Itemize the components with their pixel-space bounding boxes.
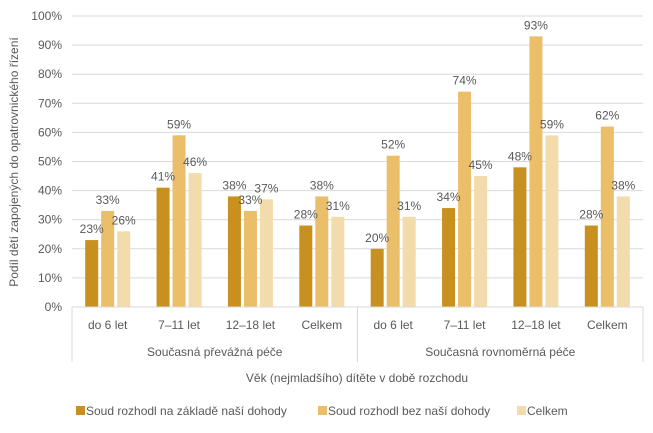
bar <box>315 196 329 307</box>
data-label: 38% <box>611 178 635 192</box>
y-tick-label: 20% <box>38 242 62 256</box>
bar <box>259 199 273 307</box>
bar <box>172 135 186 307</box>
legend-swatch <box>318 406 327 415</box>
legend: Soud rozhodl na základě naší dohody Soud … <box>76 404 568 418</box>
data-label: 20% <box>365 231 389 245</box>
x-tick-label: 12–18 let <box>226 318 276 332</box>
bar <box>117 231 131 307</box>
bar <box>529 36 543 308</box>
y-axis-title: Podíl dětí zapojených do opatrovnického … <box>7 37 21 287</box>
bar <box>156 187 170 307</box>
legend-swatch <box>76 406 85 415</box>
data-label: 28% <box>579 208 603 222</box>
data-label: 45% <box>469 158 493 172</box>
y-tick-label: 40% <box>38 184 62 198</box>
bar <box>370 248 384 307</box>
bar <box>227 196 241 307</box>
bar <box>402 216 416 307</box>
bar <box>584 225 598 307</box>
bar <box>545 135 559 307</box>
legend-label: Celkem <box>527 404 568 418</box>
legend-label: Soud rozhodl na základě naší dohody <box>86 404 287 418</box>
data-label: 34% <box>437 190 461 204</box>
bar <box>442 208 456 307</box>
data-label: 37% <box>254 181 278 195</box>
bar <box>299 225 313 307</box>
x-tick-label: 12–18 let <box>511 318 561 332</box>
group-label: Současná převážná péče <box>147 345 283 359</box>
bar <box>600 126 614 307</box>
data-label: 33% <box>238 193 262 207</box>
bar <box>513 167 527 307</box>
data-label: 31% <box>397 199 421 213</box>
group-label: Současná rovnoměrná péče <box>425 345 575 359</box>
data-label: 26% <box>112 213 136 227</box>
data-label: 38% <box>222 178 246 192</box>
x-tick-label: 7–11 let <box>444 318 486 332</box>
data-label: 48% <box>508 149 532 163</box>
x-tick-label: do 6 let <box>374 318 414 332</box>
data-label: 33% <box>96 193 120 207</box>
x-tick-label: 7–11 let <box>158 318 200 332</box>
bar <box>386 155 400 307</box>
y-tick-label: 80% <box>38 67 62 81</box>
data-label: 74% <box>453 74 477 88</box>
bar <box>101 210 115 307</box>
y-tick-label: 100% <box>31 9 62 23</box>
bar <box>474 176 488 307</box>
legend-label: Soud rozhodl bez naší dohody <box>328 404 490 418</box>
bar <box>85 240 99 307</box>
y-tick-label: 30% <box>38 213 62 227</box>
bar <box>243 210 257 307</box>
data-label: 59% <box>167 117 191 131</box>
data-label: 31% <box>326 199 350 213</box>
data-label: 59% <box>540 117 564 131</box>
x-tick-label: Celkem <box>301 318 342 332</box>
bar <box>616 196 630 307</box>
x-tick-label: do 6 let <box>88 318 128 332</box>
data-label: 28% <box>294 208 318 222</box>
data-label: 46% <box>183 155 207 169</box>
y-tick-label: 10% <box>38 271 62 285</box>
x-axis-title: Věk (nejmladšího) dítěte v době rozchodu <box>246 371 468 385</box>
data-label: 93% <box>524 18 548 32</box>
data-label: 38% <box>310 178 334 192</box>
y-tick-label: 90% <box>38 38 62 52</box>
y-tick-label: 50% <box>38 155 62 169</box>
y-tick-label: 60% <box>38 125 62 139</box>
bar <box>331 216 345 307</box>
data-label: 62% <box>595 109 619 123</box>
data-label: 41% <box>151 170 175 184</box>
x-tick-label: Celkem <box>587 318 628 332</box>
legend-swatch <box>517 406 526 415</box>
data-label: 52% <box>381 138 405 152</box>
bar <box>458 91 472 307</box>
y-tick-label: 70% <box>38 96 62 110</box>
bar <box>188 173 202 307</box>
y-tick-label: 0% <box>45 300 63 314</box>
data-label: 23% <box>80 222 104 236</box>
